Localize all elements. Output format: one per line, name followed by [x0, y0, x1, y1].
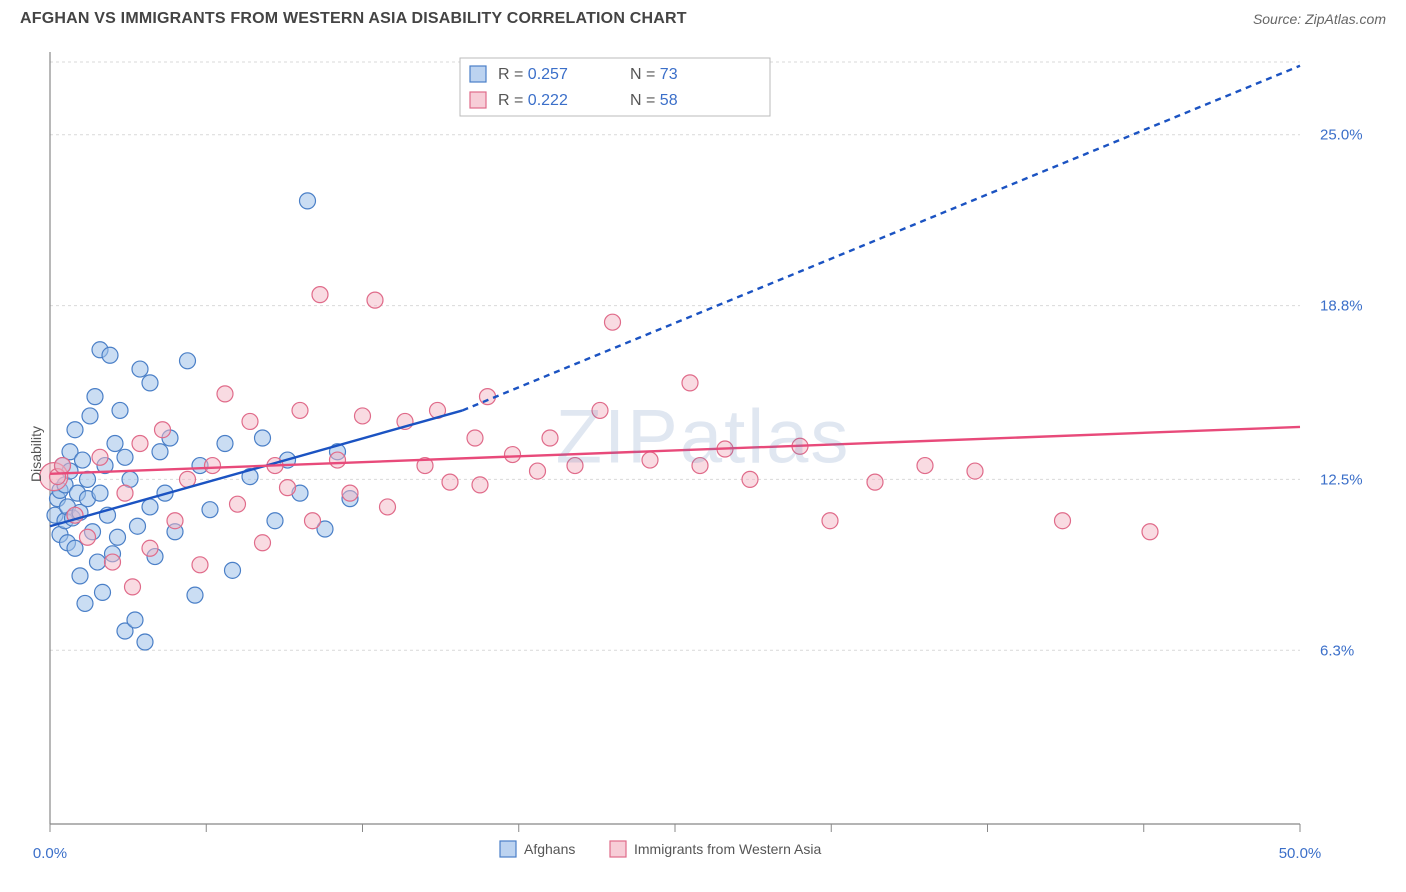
data-point: [125, 579, 141, 595]
data-point: [110, 529, 126, 545]
data-point: [117, 449, 133, 465]
data-point: [217, 386, 233, 402]
data-point: [202, 502, 218, 518]
data-point: [180, 353, 196, 369]
data-point: [152, 444, 168, 460]
data-point: [742, 471, 758, 487]
data-point: [305, 513, 321, 529]
data-point: [1055, 513, 1071, 529]
data-point: [472, 477, 488, 493]
data-point: [682, 375, 698, 391]
data-point: [77, 595, 93, 611]
data-point: [330, 452, 346, 468]
data-point: [267, 513, 283, 529]
data-point: [1142, 524, 1158, 540]
data-point: [280, 480, 296, 496]
data-point: [567, 458, 583, 474]
data-point: [105, 554, 121, 570]
data-point: [112, 402, 128, 418]
legend-swatch: [470, 92, 486, 108]
stats-r: R = 0.222: [498, 92, 568, 109]
stats-n: N = 73: [630, 66, 678, 83]
data-point: [530, 463, 546, 479]
data-point: [442, 474, 458, 490]
data-point: [867, 474, 883, 490]
legend-swatch: [500, 841, 516, 857]
legend-swatch: [610, 841, 626, 857]
data-point: [242, 413, 258, 429]
data-point: [312, 287, 328, 303]
y-tick-label: 25.0%: [1320, 127, 1363, 144]
data-point: [380, 499, 396, 515]
chart-title: AFGHAN VS IMMIGRANTS FROM WESTERN ASIA D…: [20, 10, 687, 28]
data-point: [142, 540, 158, 556]
data-point: [300, 193, 316, 209]
stats-n: N = 58: [630, 92, 678, 109]
data-point: [67, 422, 83, 438]
data-point: [127, 612, 143, 628]
y-tick-label: 18.8%: [1320, 298, 1363, 315]
data-point: [102, 347, 118, 363]
data-point: [217, 436, 233, 452]
data-point: [142, 499, 158, 515]
legend-label: Afghans: [524, 841, 575, 857]
data-point: [255, 430, 271, 446]
data-point: [132, 436, 148, 452]
data-point: [167, 513, 183, 529]
data-point: [80, 529, 96, 545]
data-point: [967, 463, 983, 479]
data-point: [225, 562, 241, 578]
data-point: [342, 485, 358, 501]
stats-r: R = 0.257: [498, 66, 568, 83]
data-point: [92, 485, 108, 501]
data-point: [367, 292, 383, 308]
regression-line-dashed: [463, 66, 1301, 411]
x-tick-label: 0.0%: [33, 845, 67, 862]
data-point: [592, 402, 608, 418]
source-label: Source: ZipAtlas.com: [1253, 11, 1386, 27]
scatter-chart: 6.3% 12.5% 18.8% 25.0% 0.0% 50.0% R = 0.257 N =…: [0, 34, 1406, 874]
data-point: [467, 430, 483, 446]
data-point: [130, 518, 146, 534]
data-point: [255, 535, 271, 551]
legend-label: Immigrants from Western Asia: [634, 841, 821, 857]
y-tick-label: 12.5%: [1320, 471, 1363, 488]
data-point: [90, 554, 106, 570]
data-point: [692, 458, 708, 474]
data-point: [55, 458, 71, 474]
regression-line: [50, 427, 1300, 474]
data-point: [355, 408, 371, 424]
data-point: [205, 458, 221, 474]
data-point: [187, 587, 203, 603]
y-tick-label: 6.3%: [1320, 642, 1354, 659]
data-point: [505, 447, 521, 463]
data-point: [642, 452, 658, 468]
data-point: [605, 314, 621, 330]
data-point: [230, 496, 246, 512]
data-point: [155, 422, 171, 438]
data-point: [95, 584, 111, 600]
data-point: [917, 458, 933, 474]
data-point: [142, 375, 158, 391]
data-point: [132, 361, 148, 377]
data-point: [292, 402, 308, 418]
data-point: [82, 408, 98, 424]
data-point: [107, 436, 123, 452]
data-point: [117, 485, 133, 501]
chart-area: Disability ZIPatlas 6.3%12.5%18.8%25.0%0…: [0, 34, 1406, 874]
y-axis-label: Disability: [28, 426, 44, 482]
data-point: [192, 557, 208, 573]
data-point: [542, 430, 558, 446]
data-point: [137, 634, 153, 650]
data-point: [92, 449, 108, 465]
legend-swatch: [470, 66, 486, 82]
data-point: [822, 513, 838, 529]
data-point: [87, 389, 103, 405]
data-point: [75, 452, 91, 468]
data-point: [67, 540, 83, 556]
x-tick-label: 50.0%: [1279, 845, 1322, 862]
data-point: [72, 568, 88, 584]
